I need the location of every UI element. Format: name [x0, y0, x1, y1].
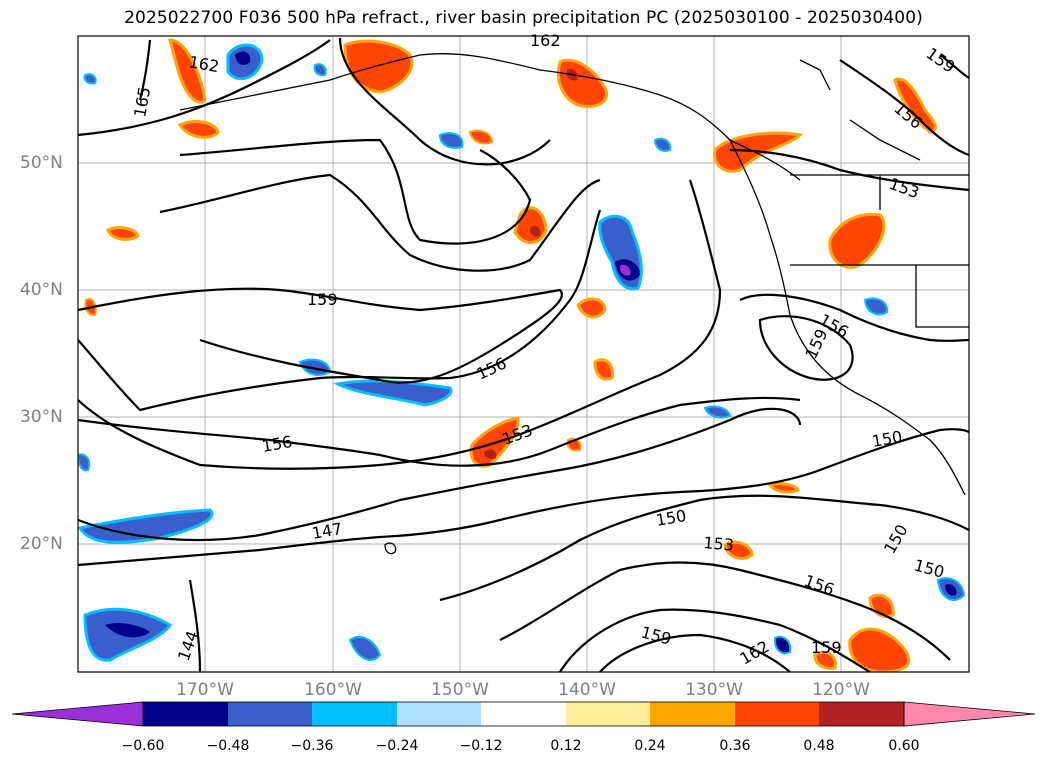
colorbar-tick-label: 0.24: [634, 738, 666, 754]
colorbar-segment: [650, 702, 735, 726]
contour-label: 159: [307, 290, 338, 309]
lon-label: 130°W: [685, 680, 743, 700]
colorbar-segment: [143, 702, 228, 726]
lat-label: 40°N: [20, 280, 63, 300]
colorbar-tick-label: −0.36: [290, 738, 334, 754]
colorbar-segment: [735, 702, 819, 726]
contour-label: 162: [530, 31, 561, 50]
height-contours: [78, 37, 969, 672]
colorbar-segment: [312, 702, 397, 726]
colorbar-segment: [228, 702, 312, 726]
lon-label: 120°W: [812, 680, 870, 700]
lon-label: 150°W: [431, 680, 489, 700]
map-title: 2025022700 F036 500 hPa refract., river …: [124, 8, 923, 28]
lon-label: 170°W: [176, 680, 234, 700]
lat-label: 30°N: [20, 407, 63, 427]
colorbar-tick-label: 0.60: [888, 738, 920, 754]
colorbar-segment: [11, 701, 144, 727]
lat-label: 50°N: [20, 153, 63, 173]
colorbar-tick-label: 0.36: [719, 738, 751, 754]
contour-label: 153: [703, 533, 735, 555]
colorbar-tick-label: 0.12: [550, 738, 582, 754]
lon-label: 140°W: [558, 680, 616, 700]
colorbar-tick-label: −0.24: [375, 738, 419, 754]
lat-label: 20°N: [20, 534, 63, 554]
contour-label: 159: [811, 638, 842, 657]
map-area: [78, 36, 969, 672]
colorbar-tick-label: 0.48: [803, 738, 835, 754]
colorbar: [11, 701, 1036, 727]
colorbar-segment: [566, 702, 650, 726]
colorbar-segment: [397, 702, 481, 726]
colorbar-tick-label: −0.60: [121, 738, 165, 754]
coastlines: [179, 53, 969, 555]
colorbar-tick-label: −0.12: [459, 738, 503, 754]
colorbar-segment: [903, 701, 1036, 727]
lon-label: 160°W: [304, 680, 362, 700]
map-frame: [77, 35, 970, 673]
colorbar-segment: [481, 702, 566, 726]
precip-pc-positive-patches: [84, 38, 937, 672]
colorbar-segment: [819, 702, 904, 726]
precip-pc-negative-patches: [78, 43, 966, 662]
colorbar-tick-label: −0.48: [206, 738, 250, 754]
